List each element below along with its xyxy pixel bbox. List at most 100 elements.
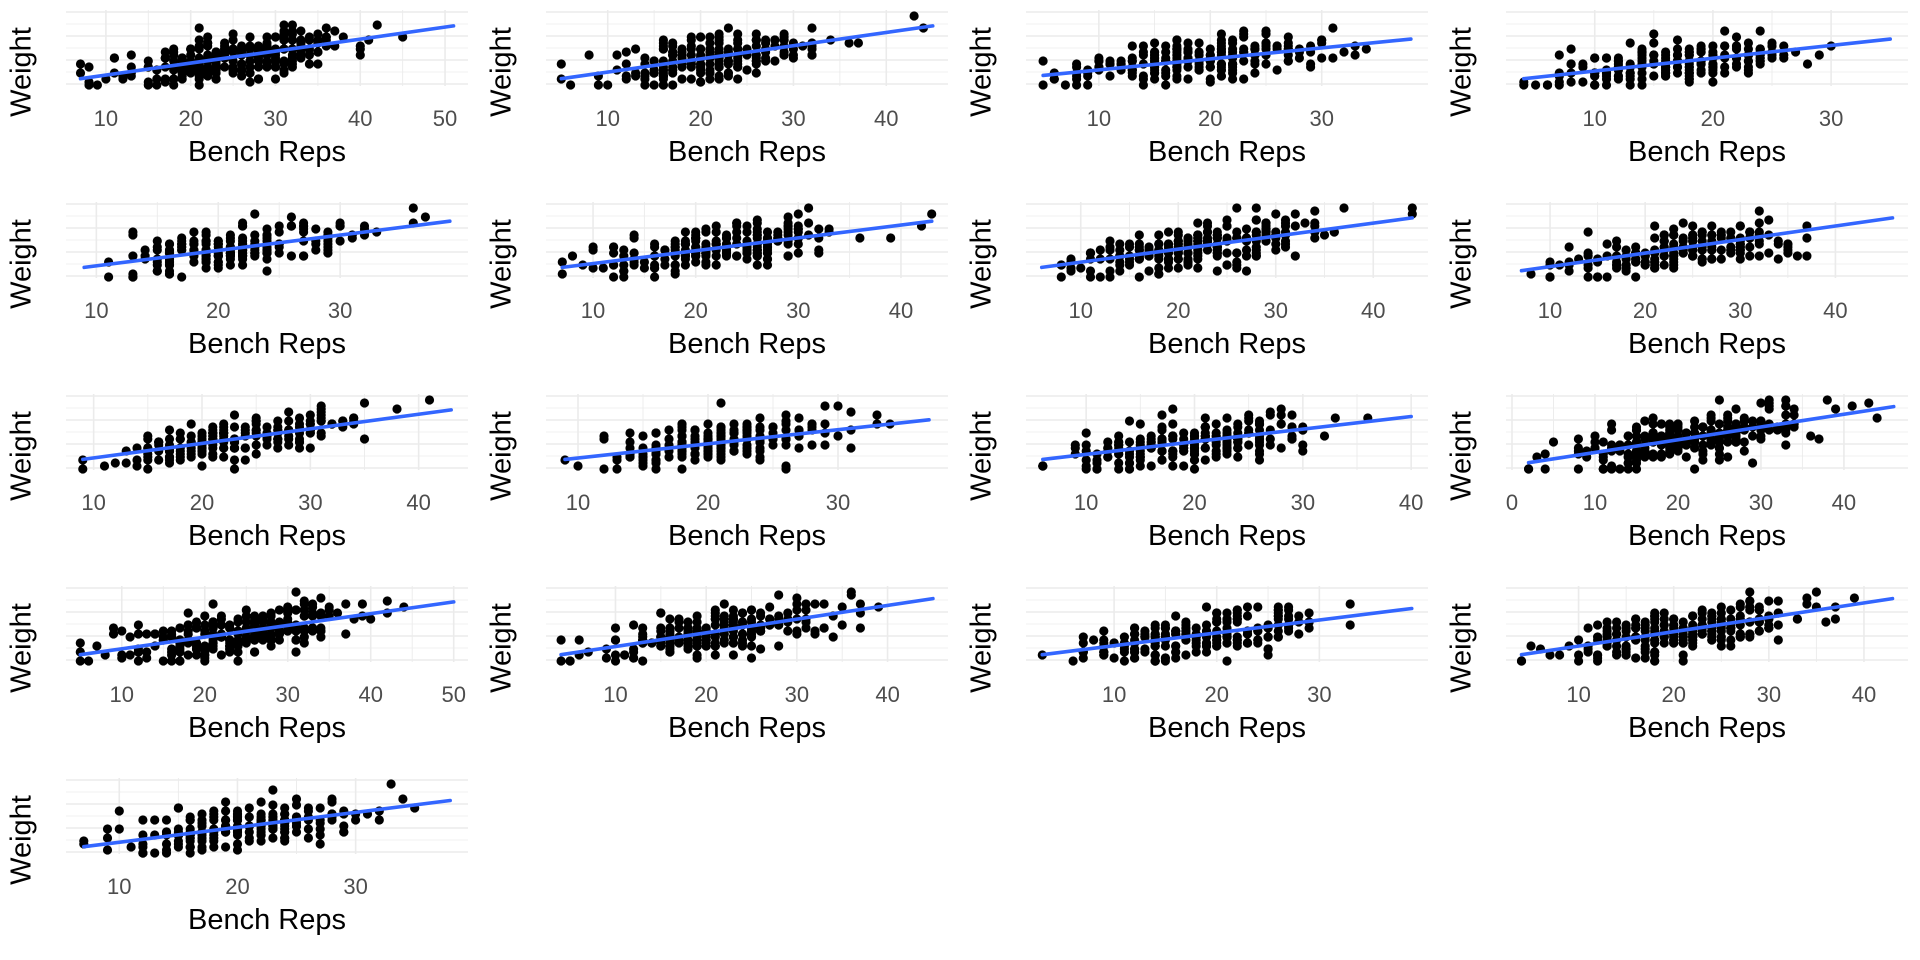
data-point (1163, 227, 1174, 237)
data-point (1669, 254, 1679, 264)
data-point (692, 653, 702, 663)
data-point (1076, 263, 1086, 273)
data-point (1688, 221, 1698, 231)
x-tick-label: 20 (225, 874, 249, 899)
data-point (567, 251, 578, 261)
data-point (1201, 641, 1212, 651)
x-tick-label: 10 (84, 298, 108, 323)
data-point (1637, 47, 1647, 57)
data-point (1554, 77, 1564, 87)
data-point (1640, 446, 1650, 456)
data-point (138, 848, 148, 858)
x-axis-label: Bench Reps (1148, 520, 1306, 552)
x-axis-label: Bench Reps (1628, 136, 1786, 168)
data-point (233, 647, 243, 657)
data-point (1602, 272, 1612, 282)
data-point (143, 452, 153, 462)
data-point (1745, 587, 1755, 597)
data-point (1144, 266, 1154, 276)
scatter-panel-14: 10 20 30 40 Bench Reps Weight (480, 576, 960, 768)
data-point (752, 230, 762, 240)
data-point (729, 425, 739, 435)
data-point (1115, 266, 1125, 276)
data-point (1157, 422, 1167, 432)
data-point (1716, 245, 1726, 255)
data-point (355, 50, 365, 60)
data-point (84, 656, 94, 666)
data-point (241, 632, 251, 642)
data-point (140, 245, 150, 255)
data-point (1232, 632, 1242, 642)
data-point (1706, 410, 1716, 420)
data-point (716, 428, 726, 438)
scatter-panel-17: 10 20 30 Bench Reps Weight (0, 768, 480, 960)
data-point (1590, 437, 1600, 447)
data-point (729, 446, 739, 456)
data-point (781, 410, 791, 420)
data-point (686, 74, 696, 84)
data-point (1222, 638, 1232, 648)
x-tick-label: 30 (1264, 298, 1288, 323)
data-point (807, 440, 817, 450)
data-point (1251, 227, 1261, 237)
data-point (1095, 245, 1105, 255)
data-point (102, 833, 113, 843)
data-point (341, 599, 351, 609)
x-tick-label: 40 (1832, 490, 1856, 515)
data-point (728, 614, 738, 624)
data-point (1802, 251, 1812, 261)
data-point (621, 74, 631, 84)
data-point (250, 230, 260, 240)
data-point (1173, 236, 1183, 246)
trend-line (559, 596, 935, 657)
x-tick-label: 20 (1182, 490, 1206, 515)
data-point (1697, 245, 1707, 255)
data-point (1183, 47, 1193, 57)
panel-plot-area: 10 20 30 (1026, 586, 1428, 707)
data-point (728, 605, 738, 615)
data-point (208, 425, 218, 435)
data-point (268, 800, 278, 810)
data-point (1272, 65, 1282, 75)
data-point (792, 599, 802, 609)
data-point (651, 455, 661, 465)
data-point (262, 266, 272, 276)
x-tick-label: 10 (1102, 682, 1126, 707)
data-point (351, 815, 361, 825)
data-point (1659, 260, 1669, 270)
data-point (1574, 635, 1584, 645)
data-point (339, 827, 349, 837)
scatter-panel-7: 10 20 30 40 Bench Reps Weight (960, 192, 1440, 384)
data-point (357, 599, 367, 609)
data-point (1211, 452, 1221, 462)
data-point (1228, 38, 1238, 48)
data-point (1350, 50, 1360, 60)
data-point (244, 803, 254, 813)
data-point (324, 602, 334, 612)
x-tick-label: 10 (81, 490, 105, 515)
data-point (1124, 416, 1135, 426)
data-point (1339, 203, 1349, 213)
data-point (1789, 422, 1799, 432)
data-point (1678, 233, 1688, 243)
data-point (1631, 425, 1642, 435)
data-point (1739, 446, 1749, 456)
data-point (1649, 38, 1659, 48)
data-point (262, 422, 272, 432)
data-point (1612, 617, 1622, 627)
data-point (565, 656, 575, 666)
data-point (291, 587, 301, 597)
data-point (164, 425, 175, 435)
data-point (262, 248, 272, 258)
data-point (1621, 263, 1631, 273)
data-point (737, 617, 748, 627)
data-point (1802, 599, 1812, 609)
data-point (268, 833, 278, 843)
data-point (609, 242, 619, 252)
data-point (1200, 455, 1210, 465)
data-point (208, 449, 218, 459)
data-point (658, 65, 668, 75)
data-point (256, 797, 266, 807)
data-point (599, 431, 609, 441)
